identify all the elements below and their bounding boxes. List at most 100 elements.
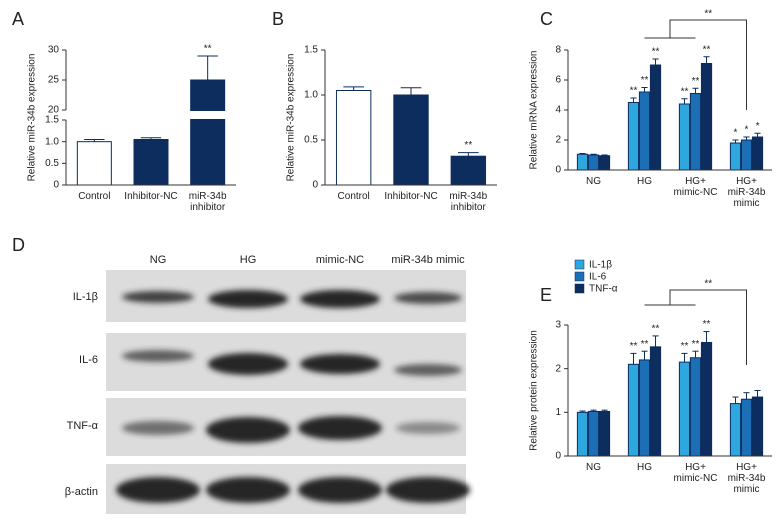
- y-tick-label: 2: [555, 363, 561, 374]
- error-bar: [681, 352, 688, 363]
- legend-swatch: [574, 283, 585, 294]
- x-tick-label: miR-34b inhibitor: [188, 191, 227, 213]
- y-tick-label: 0: [312, 180, 318, 191]
- error-bar: [743, 136, 750, 140]
- significance-label: **: [703, 44, 711, 55]
- bar: [729, 403, 742, 457]
- significance-label: **: [204, 44, 212, 55]
- bracket-line: [669, 289, 747, 365]
- x-tick-label: Inhibitor-NC: [384, 191, 438, 202]
- error-bar: [692, 350, 699, 358]
- y-tick-label: 6: [555, 75, 561, 86]
- blot-row: TNF-α: [67, 420, 99, 432]
- bar: [598, 410, 611, 457]
- bar: [638, 359, 651, 457]
- error-bar: [641, 350, 648, 360]
- y-tick-label: 1.5: [45, 115, 59, 126]
- error-bar: [84, 139, 105, 142]
- bar: [450, 155, 487, 186]
- y-tick-label: 30: [48, 45, 60, 56]
- comparison-label: **: [704, 279, 712, 290]
- bar: [649, 64, 662, 171]
- comparison-label: **: [704, 9, 712, 20]
- x-tick-label-box: Inhibitor-NC: [124, 191, 178, 202]
- bar: [740, 398, 753, 457]
- panel-label: D: [12, 235, 25, 255]
- significance-label: **: [681, 86, 689, 97]
- legend-label: IL-6: [589, 272, 607, 283]
- bar: [598, 155, 611, 171]
- significance-label: **: [681, 341, 689, 352]
- x-tick-label: Control: [78, 191, 111, 202]
- bar: [689, 357, 702, 457]
- x-tick-label-box: HG+ mimic-NC: [673, 462, 718, 484]
- bracket-line: [669, 19, 747, 110]
- error-bar: [630, 352, 637, 365]
- bar: [587, 154, 600, 171]
- significance-label: *: [756, 121, 760, 132]
- bar: [700, 341, 713, 457]
- y-tick-label: 1.0: [45, 136, 59, 147]
- bar: [76, 141, 112, 186]
- bar: [729, 142, 742, 171]
- x-tick-label: Inhibitor-NC: [124, 191, 178, 202]
- blot-row: β-actin: [65, 486, 98, 498]
- bar: [133, 139, 169, 186]
- legend-label: IL-1β: [589, 260, 612, 271]
- blot-row: IL-1β: [73, 291, 98, 303]
- y-tick-label: 2: [555, 135, 561, 146]
- y-tick-label: 1: [555, 407, 561, 418]
- error-bar: [703, 331, 710, 343]
- bar: [638, 91, 651, 171]
- y-tick-label: 3: [555, 320, 561, 331]
- x-tick-label: HG: [637, 176, 652, 187]
- x-tick-label: HG+ miR-34b mimic: [727, 176, 766, 209]
- x-tick-label-box: HG: [637, 462, 652, 473]
- x-tick-label-box: Control: [78, 191, 111, 202]
- y-tick-label: 20: [48, 105, 60, 116]
- x-tick-label: miR-34b inhibitor: [449, 191, 488, 213]
- y-tick-label: 0: [555, 165, 561, 176]
- error-bar: [601, 409, 608, 412]
- panel-label: A: [12, 9, 24, 29]
- error-bar: [681, 98, 688, 104]
- x-tick-label-box: miR-34b inhibitor: [449, 191, 488, 213]
- y-axis-label: Relative miR-34b expression: [27, 54, 38, 182]
- bar: [678, 103, 691, 171]
- bar: [627, 363, 640, 457]
- y-tick-label: 0.5: [45, 158, 59, 169]
- error-bar: [732, 396, 739, 404]
- error-bar: [630, 97, 637, 103]
- x-tick-label: HG: [637, 462, 652, 473]
- significance-label: *: [734, 128, 738, 139]
- significance-label: **: [652, 324, 660, 335]
- comparison-bracket: [644, 289, 747, 365]
- x-tick-label: NG: [586, 462, 601, 473]
- comparison-bracket: [644, 19, 747, 110]
- significance-label: **: [703, 319, 711, 330]
- blot-column: miR-34b mimic: [391, 254, 465, 266]
- bar: [689, 93, 702, 171]
- bar: [335, 90, 372, 186]
- legend-label: TNF-α: [589, 284, 618, 295]
- error-bar: [458, 152, 479, 157]
- error-bar: [590, 153, 597, 155]
- bar: [751, 136, 764, 171]
- panel-label: C: [540, 9, 553, 29]
- blot: NG HG mimic-NC miR-34b mimic IL-1β IL-6 …: [65, 254, 470, 514]
- error-bar: [754, 132, 761, 137]
- bar: [627, 102, 640, 171]
- y-tick-label: 0: [555, 451, 561, 462]
- significance-label: **: [630, 341, 638, 352]
- x-tick-label-box: NG: [586, 462, 601, 473]
- x-tick-label: HG+ mimic-NC: [673, 176, 718, 198]
- panel-label: E: [540, 285, 552, 305]
- error-bar: [590, 409, 597, 412]
- x-tick-label-box: HG+ miR-34b mimic: [728, 462, 766, 495]
- blot-column: HG: [240, 254, 257, 266]
- x-tick-label-box: miR-34b inhibitor: [188, 191, 227, 213]
- bar: [649, 346, 662, 457]
- x-tick-label: HG+ mimic-NC: [673, 462, 718, 484]
- y-tick-label: 0.5: [304, 135, 318, 146]
- error-bar: [652, 335, 659, 347]
